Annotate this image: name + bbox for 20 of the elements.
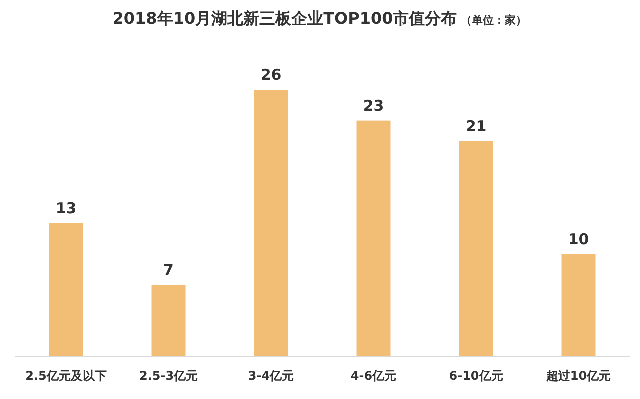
bar xyxy=(254,90,288,357)
bar xyxy=(152,285,186,357)
data-label: 23 xyxy=(363,96,384,115)
data-label: 10 xyxy=(568,230,590,248)
x-tick-label: 3-4亿元 xyxy=(248,369,294,383)
x-tick-label: 超过10亿元 xyxy=(545,369,612,383)
bar xyxy=(49,224,84,357)
data-label: 26 xyxy=(260,66,282,84)
bar xyxy=(562,254,596,357)
data-label: 21 xyxy=(466,117,487,136)
x-tick-label: 2.5-3亿元 xyxy=(139,369,198,383)
chart-title: 2018年10月湖北新三板企业TOP100市值分布 xyxy=(112,9,458,28)
data-label: 7 xyxy=(164,261,174,280)
bar xyxy=(459,141,494,357)
bar xyxy=(356,120,391,357)
chart-subtitle: （单位：家） xyxy=(461,14,528,27)
x-tick-label: 4-6亿元 xyxy=(350,369,397,383)
x-tick-label: 2.5亿元及以下 xyxy=(26,369,107,383)
x-tick-label: 6-10亿元 xyxy=(449,369,504,383)
data-label: 13 xyxy=(56,200,77,218)
